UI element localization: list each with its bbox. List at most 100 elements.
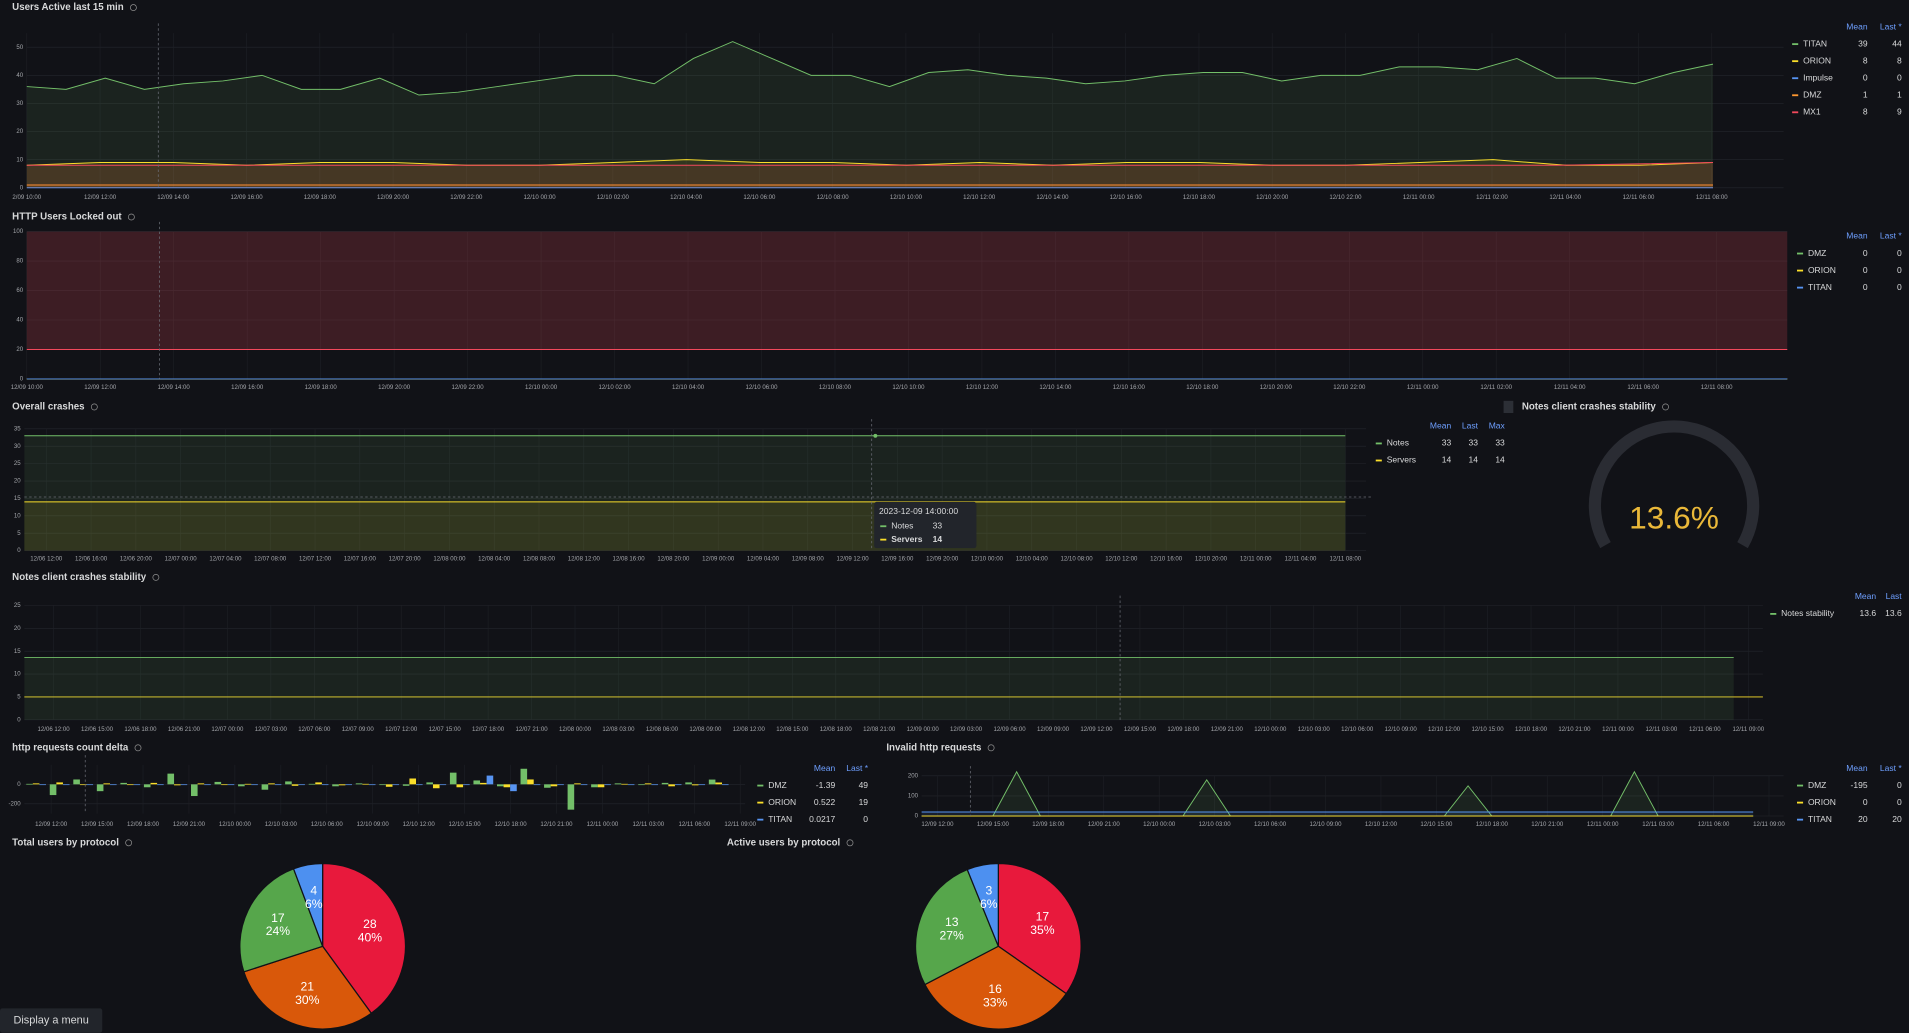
- x-tick-label: 12/08 12:00: [568, 556, 601, 563]
- x-tick-label: 12/09 14:00: [158, 384, 191, 391]
- x-tick-label: 12/11 02:00: [1480, 384, 1512, 391]
- series-line: [26, 41, 1714, 96]
- x-tick-label: 12/10 14:00: [1039, 384, 1072, 391]
- x-tick-label: 12/11 03:00: [1646, 726, 1678, 733]
- x-tick-label: 12/07 16:00: [344, 556, 377, 563]
- y-tick-label: 20: [14, 625, 21, 632]
- hover-point: [873, 433, 878, 438]
- bar: [174, 784, 181, 786]
- x-tick-label: 12/09 12:00: [35, 821, 68, 828]
- x-tick-label: 12/10 10:00: [890, 194, 923, 201]
- legend-value: 0: [1897, 780, 1902, 790]
- y-tick-label: 10: [14, 671, 21, 678]
- x-tick-label: 12/09 04:00: [747, 556, 780, 563]
- bar: [338, 784, 346, 786]
- x-tick-label: 12/06 16:00: [75, 556, 108, 563]
- slice-percent: 6%: [980, 897, 998, 911]
- x-tick-label: 12/10 12:00: [1428, 726, 1461, 733]
- legend-name: MX1: [1803, 107, 1821, 117]
- x-tick-label: 12/10 21:00: [1558, 726, 1591, 733]
- bar: [96, 784, 104, 792]
- bar: [126, 784, 134, 786]
- series-line: [26, 159, 1714, 166]
- x-tick-label: 12/09 12:00: [837, 556, 870, 563]
- x-tick-label: 12/11 06:00: [1689, 726, 1721, 733]
- y-tick-label: 20: [16, 128, 23, 135]
- x-tick-label: 12/07 18:00: [472, 726, 505, 733]
- legend-value: 33: [1469, 438, 1479, 448]
- panel-title: Overall crashes: [12, 401, 84, 412]
- bar: [39, 784, 47, 786]
- bar: [321, 784, 329, 786]
- bar: [345, 784, 352, 786]
- bar: [120, 782, 127, 785]
- slice-percent: 35%: [1030, 923, 1055, 937]
- legend-value: 0: [1863, 72, 1868, 82]
- y-tick-label: 0: [17, 781, 21, 788]
- x-tick-label: 12/11 06:00: [1623, 194, 1655, 201]
- menu-button[interactable]: [0, 1008, 103, 1033]
- legend-value: 0.0217: [809, 814, 835, 824]
- x-tick-label: 12/11 04:00: [1285, 556, 1317, 563]
- x-tick-label: 12/11 06:00: [1627, 384, 1659, 391]
- x-tick-label: 12/06 20:00: [120, 556, 153, 563]
- bar: [533, 784, 541, 786]
- y-tick-label: -200: [9, 800, 22, 807]
- legend-value: 0: [1863, 265, 1868, 275]
- x-tick-label: 12/10 20:00: [1256, 194, 1289, 201]
- legend-value: 9: [1897, 107, 1902, 117]
- bar: [627, 784, 635, 786]
- x-tick-label: 12/09 20:00: [377, 194, 410, 201]
- bar: [167, 773, 175, 785]
- bar: [244, 783, 252, 785]
- legend-value: 14: [1442, 455, 1452, 465]
- bar: [392, 784, 400, 786]
- x-tick-label: 12/09 08:00: [792, 556, 825, 563]
- x-tick-label: 12/08 00:00: [559, 726, 592, 733]
- x-tick-label: 12/09 18:00: [1032, 821, 1065, 828]
- bar: [315, 782, 322, 785]
- x-tick-label: 12/10 21:00: [1531, 821, 1564, 828]
- x-tick-label: 12/07 00:00: [211, 726, 244, 733]
- legend-value: 13.6: [1860, 608, 1877, 618]
- x-tick-label: 12/10 16:00: [1110, 194, 1143, 201]
- bar: [157, 784, 164, 786]
- legend-name: ORION: [1808, 797, 1836, 807]
- x-tick-label: 12/08 08:00: [523, 556, 556, 563]
- bar: [62, 784, 70, 786]
- x-tick-label: 12/06 18:00: [124, 726, 157, 733]
- bar: [722, 784, 729, 786]
- info-icon: [987, 744, 995, 752]
- x-tick-label: 12/09 16:00: [231, 194, 264, 201]
- menu-button-label[interactable]: Display a menu: [13, 1014, 88, 1026]
- bar: [651, 784, 658, 786]
- y-tick-label: 25: [14, 460, 21, 467]
- y-tick-label: 80: [16, 258, 23, 265]
- x-tick-label: 12/10 00:00: [524, 194, 557, 201]
- x-tick-label: 12/08 03:00: [602, 726, 635, 733]
- x-tick-label: 12/10 12:00: [403, 821, 436, 828]
- x-tick-label: 12/11 00:00: [1403, 194, 1435, 201]
- x-tick-label: 12/11 09:00: [1753, 821, 1785, 828]
- legend-header: Last *: [846, 763, 868, 773]
- bar: [379, 784, 386, 786]
- x-tick-label: 12/09 14:00: [157, 194, 190, 201]
- bar: [567, 784, 575, 810]
- info-icon: [125, 839, 133, 847]
- x-tick-label: 12/09 16:00: [231, 384, 264, 391]
- series-area: [921, 811, 1754, 816]
- legend-header: Mean: [1855, 591, 1877, 601]
- x-tick-label: 12/09 21:00: [1088, 821, 1121, 828]
- legend-value: 33: [1442, 438, 1452, 448]
- info-icon: [90, 403, 98, 411]
- bar: [674, 784, 682, 786]
- x-tick-label: 12/10 08:00: [817, 194, 850, 201]
- y-tick-label: 5: [17, 694, 21, 701]
- legend-value: 0: [1897, 248, 1902, 258]
- series-line: [26, 161, 1713, 166]
- bar: [557, 784, 564, 786]
- legend-name: DMZ: [768, 780, 786, 790]
- y-tick-label: 40: [16, 317, 23, 324]
